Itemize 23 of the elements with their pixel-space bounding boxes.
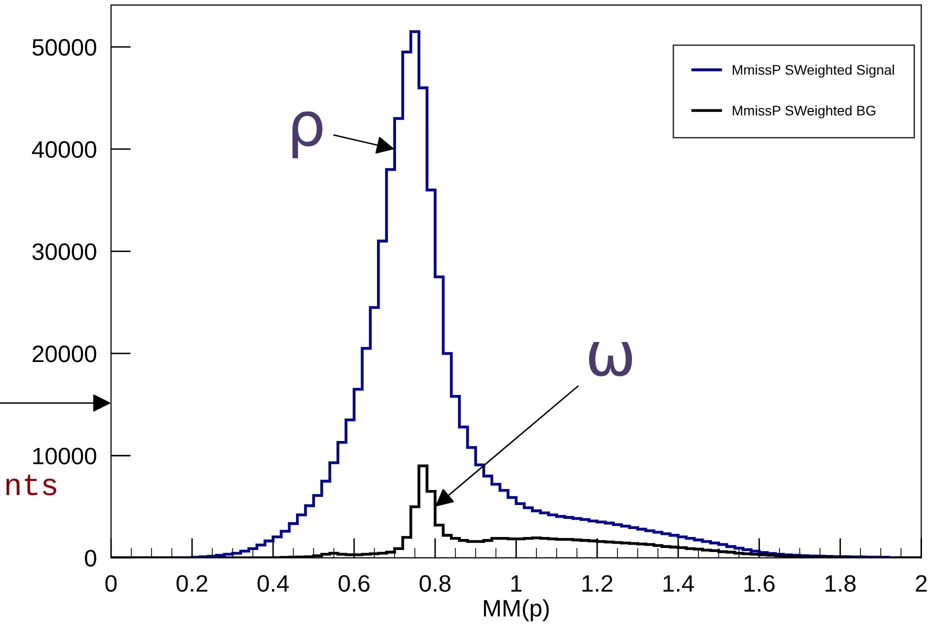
- text: nts: [6, 474, 56, 496]
- x-tick-label: 1.2: [582, 575, 612, 592]
- annotation: ρ: [292, 111, 322, 158]
- y-tick-label: 30000: [32, 243, 96, 260]
- y-tick-label: 10000: [33, 448, 96, 464]
- x-tick-label: 1.6: [744, 575, 775, 592]
- x-tick-label: 0.8: [420, 575, 451, 592]
- y-tick-label: 20000: [32, 346, 96, 362]
- y-tick-label: 0: [84, 550, 96, 567]
- legend-label: MmissP SWeighted Signal: [732, 64, 894, 78]
- annotation: ω: [589, 342, 632, 376]
- x-tick-label: 0.2: [176, 575, 208, 592]
- x-tick-label: 1.8: [826, 575, 856, 592]
- x-tick-label: 1: [511, 575, 522, 592]
- x-axis-title: MM(p): [484, 599, 549, 622]
- y-tick-label: 50000: [32, 39, 96, 56]
- x-tick-label: 0.6: [338, 575, 370, 592]
- legend-label: MmissP SWeighted BG: [732, 105, 876, 118]
- x-tick-label: 0: [105, 575, 117, 592]
- x-tick-label: 2: [916, 575, 927, 592]
- x-tick-label: 1.4: [664, 575, 694, 592]
- x-tick-label: 0.4: [258, 575, 289, 592]
- y-tick-label: 40000: [32, 141, 96, 158]
